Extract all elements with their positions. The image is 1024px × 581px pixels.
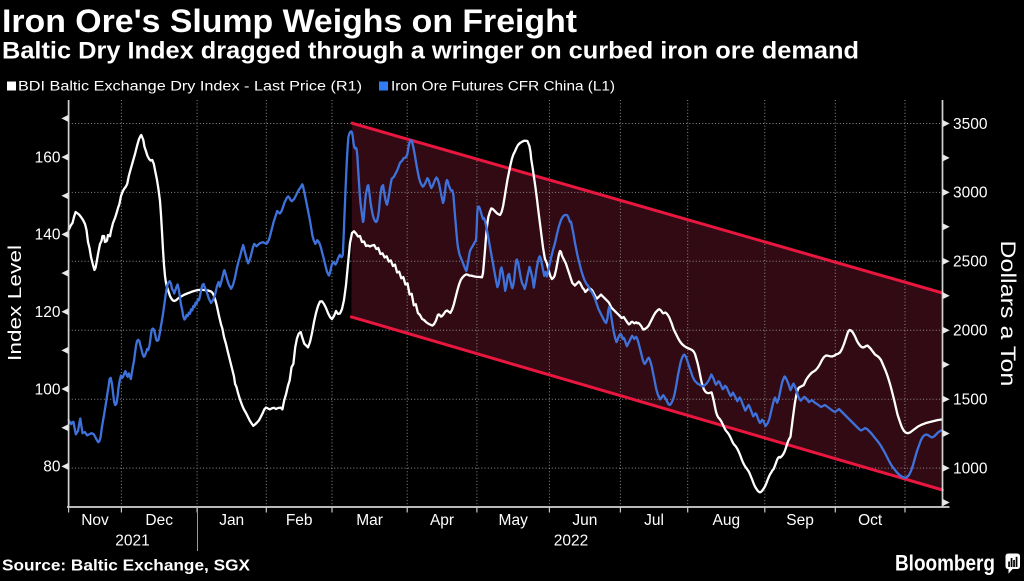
svg-text:160: 160 (35, 149, 61, 166)
svg-text:80: 80 (43, 459, 61, 476)
svg-text:Aug: Aug (713, 512, 741, 529)
svg-text:Index Level: Index Level (5, 245, 25, 361)
svg-text:Sep: Sep (786, 512, 814, 529)
svg-text:Bloomberg: Bloomberg (895, 550, 995, 575)
svg-text:Iron Ore's Slump Weighs on Fre: Iron Ore's Slump Weighs on Freight (2, 3, 577, 39)
svg-text:May: May (499, 512, 529, 529)
svg-text:Jul: Jul (644, 512, 664, 529)
svg-text:Jun: Jun (572, 512, 597, 529)
svg-text:Jan: Jan (219, 512, 244, 529)
svg-text:3000: 3000 (953, 185, 988, 202)
svg-text:140: 140 (35, 227, 61, 244)
svg-text:Source: Baltic Exchange, SGX: Source: Baltic Exchange, SGX (2, 558, 251, 575)
svg-text:2500: 2500 (953, 254, 988, 271)
svg-text:Feb: Feb (286, 512, 313, 529)
svg-text:2022: 2022 (554, 533, 588, 550)
svg-text:BDI Baltic Exchange Dry Index: BDI Baltic Exchange Dry Index - Last Pri… (18, 79, 362, 94)
svg-text:1500: 1500 (953, 392, 988, 409)
svg-text:Apr: Apr (430, 512, 454, 529)
svg-text:1000: 1000 (953, 460, 988, 477)
svg-text:Mar: Mar (356, 512, 383, 529)
svg-text:120: 120 (35, 304, 61, 321)
svg-text:Oct: Oct (858, 512, 883, 529)
svg-text:Iron Ore Futures CFR China (L1: Iron Ore Futures CFR China (L1) (391, 79, 615, 94)
svg-text:Nov: Nov (81, 512, 109, 529)
svg-text:100: 100 (35, 381, 61, 398)
svg-text:Dec: Dec (145, 512, 173, 529)
svg-text:3500: 3500 (953, 116, 988, 133)
svg-text:Baltic Dry Index dragged throu: Baltic Dry Index dragged through a wring… (2, 38, 859, 65)
svg-text:2021: 2021 (115, 533, 149, 550)
svg-text:Dollars a Ton: Dollars a Ton (996, 240, 1019, 386)
svg-text:2000: 2000 (953, 323, 988, 340)
